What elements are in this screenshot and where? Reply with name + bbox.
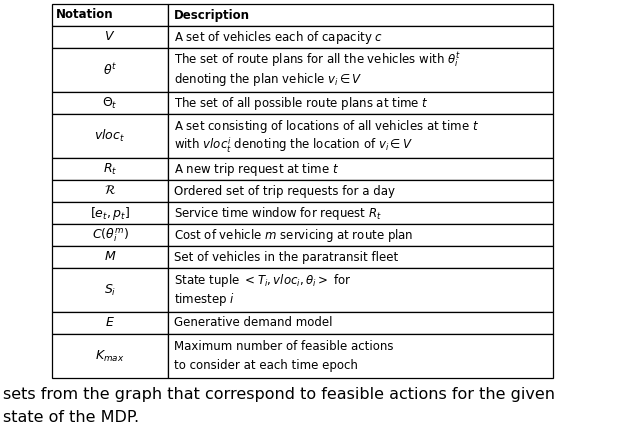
Text: A set consisting of locations of all vehicles at time $t$: A set consisting of locations of all veh…	[173, 118, 479, 135]
Text: Description: Description	[173, 8, 250, 21]
Bar	[168, 48, 552, 92]
Bar	[52, 312, 168, 334]
Text: A new trip request at time $t$: A new trip request at time $t$	[173, 160, 339, 177]
Text: Generative demand model: Generative demand model	[173, 317, 332, 330]
Bar	[168, 180, 552, 202]
Text: $K_{max}$: $K_{max}$	[95, 348, 125, 364]
Text: $M$: $M$	[104, 251, 116, 263]
Text: Set of vehicles in the paratransit fleet: Set of vehicles in the paratransit fleet	[173, 251, 398, 263]
Text: $V$: $V$	[104, 31, 116, 44]
Bar	[168, 92, 552, 114]
Bar	[168, 26, 552, 48]
Text: to consider at each time epoch: to consider at each time epoch	[173, 359, 358, 372]
Text: with $vloc^i_t$ denoting the location of $v_i \in V$: with $vloc^i_t$ denoting the location of…	[173, 136, 413, 155]
Text: state of the MDP.: state of the MDP.	[3, 411, 139, 426]
Bar	[168, 4, 552, 26]
Text: $C(\theta_i^m)$: $C(\theta_i^m)$	[92, 226, 129, 244]
Text: $[e_t, p_t]$: $[e_t, p_t]$	[90, 204, 130, 221]
Bar	[168, 224, 552, 246]
Text: $R_t$: $R_t$	[103, 161, 117, 177]
Text: The set of all possible route plans at time $t$: The set of all possible route plans at t…	[173, 95, 428, 112]
Text: The set of route plans for all the vehicles with $\theta^t_i$: The set of route plans for all the vehic…	[173, 51, 460, 70]
Bar	[168, 158, 552, 180]
Bar	[52, 48, 168, 92]
Bar	[52, 26, 168, 48]
Text: sets from the graph that correspond to feasible actions for the given: sets from the graph that correspond to f…	[3, 388, 555, 402]
Text: $\theta^t$: $\theta^t$	[103, 62, 117, 78]
Bar	[168, 114, 552, 158]
Text: $vloc_t$: $vloc_t$	[95, 128, 125, 144]
Bar	[52, 4, 168, 26]
Bar	[52, 114, 168, 158]
Bar	[52, 202, 168, 224]
Bar	[168, 268, 552, 312]
Text: $\mathcal{R}$: $\mathcal{R}$	[104, 184, 116, 198]
Bar	[168, 334, 552, 378]
Bar	[168, 202, 552, 224]
Text: Ordered set of trip requests for a day: Ordered set of trip requests for a day	[173, 184, 395, 198]
Text: State tuple $< T_i, vloc_i, \theta_i >$ for: State tuple $< T_i, vloc_i, \theta_i >$ …	[173, 272, 351, 289]
Text: timestep $i$: timestep $i$	[173, 291, 234, 308]
Bar	[52, 180, 168, 202]
Text: Service time window for request $R_t$: Service time window for request $R_t$	[173, 204, 381, 221]
Text: $E$: $E$	[105, 317, 115, 330]
Bar	[52, 268, 168, 312]
Text: Notation: Notation	[56, 8, 114, 21]
Bar	[52, 158, 168, 180]
Bar	[52, 224, 168, 246]
Bar	[168, 312, 552, 334]
Text: Cost of vehicle $m$ servicing at route plan: Cost of vehicle $m$ servicing at route p…	[173, 226, 413, 243]
Text: A set of vehicles each of capacity $c$: A set of vehicles each of capacity $c$	[173, 28, 383, 45]
Text: Maximum number of feasible actions: Maximum number of feasible actions	[173, 340, 393, 353]
Bar	[52, 246, 168, 268]
Bar	[52, 92, 168, 114]
Text: $\Theta_t$: $\Theta_t$	[102, 95, 118, 111]
Text: $S_i$: $S_i$	[104, 283, 116, 297]
Bar	[168, 246, 552, 268]
Bar	[52, 334, 168, 378]
Text: denoting the plan vehicle $v_i \in V$: denoting the plan vehicle $v_i \in V$	[173, 71, 362, 88]
